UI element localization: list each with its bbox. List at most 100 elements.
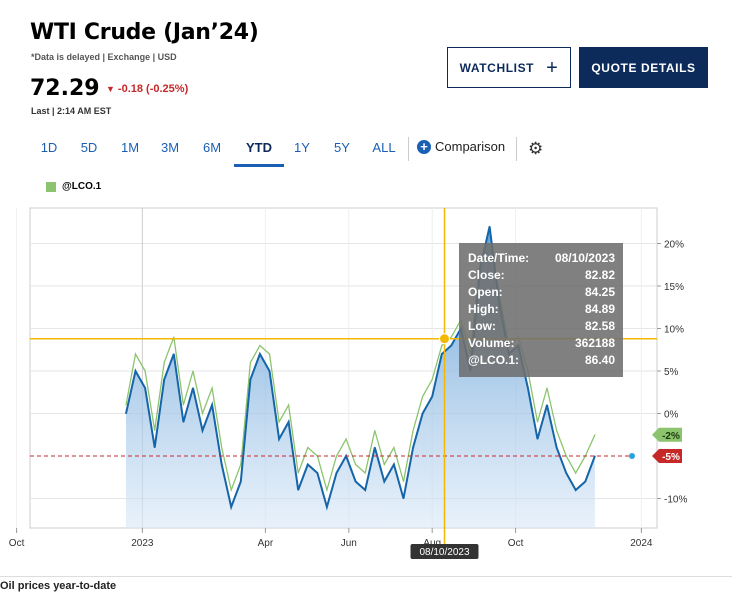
main-data-point (125, 412, 127, 415)
comparison-data-point (221, 447, 223, 448)
comparison-data-point (345, 438, 347, 440)
comparison-data-point (364, 472, 366, 474)
tooltip-row: @LCO.1: 86.40 (468, 352, 615, 369)
y-tick-label: 0% (664, 410, 679, 421)
tooltip-row: Volume: 362188 (468, 335, 615, 352)
tooltip-value: 84.89 (584, 302, 615, 316)
comparison-data-point (594, 434, 596, 436)
tooltip-label: Date/Time: (468, 251, 530, 265)
main-data-point (527, 387, 529, 389)
main-data-point (288, 421, 290, 423)
main-data-point (154, 446, 156, 449)
comparison-data-point (192, 370, 194, 372)
comparison-data-point (288, 404, 290, 406)
comparison-data-point (441, 345, 443, 346)
tab-1m[interactable]: 1M (120, 140, 140, 155)
main-data-point (221, 463, 223, 466)
tooltip-label: @LCO.1: (468, 353, 520, 367)
comparison-data-point (536, 421, 538, 423)
main-data-point (402, 497, 405, 500)
main-data-point (412, 446, 414, 449)
tab-all[interactable]: ALL (372, 140, 396, 155)
comparison-data-point (240, 464, 242, 465)
tooltip-value: 86.40 (584, 353, 615, 367)
tooltip-row: Date/Time: 08/10/2023 (468, 250, 615, 267)
tooltip-value: 362188 (574, 336, 615, 350)
main-data-point (594, 455, 596, 457)
comparison-label: Comparison (435, 139, 506, 154)
tab-3m[interactable]: 3M (160, 140, 180, 155)
comparison-data-point (135, 353, 137, 355)
tab-ytd[interactable]: YTD (234, 134, 284, 167)
main-data-point (268, 370, 271, 372)
comparison-data-point (393, 447, 395, 448)
comparison-data-point (383, 464, 385, 465)
tab-1y[interactable]: 1Y (294, 140, 310, 155)
crosshair-date-label: 08/10/2023 (419, 547, 469, 558)
tooltip-row: High: 84.89 (468, 301, 615, 318)
main-data-point (556, 446, 558, 449)
tabs-divider (408, 137, 409, 161)
value-badge (652, 449, 682, 463)
watchlist-button[interactable]: WATCHLIST + (447, 47, 571, 88)
tooltip-label: High: (468, 302, 499, 316)
comparison-data-point (173, 336, 175, 338)
comparison-data-point (402, 481, 404, 482)
tab-6m[interactable]: 6M (202, 140, 222, 155)
chart-legend: @LCO.1 (46, 181, 101, 192)
comparison-button[interactable]: + Comparison (417, 139, 505, 154)
tooltip-value: 82.58 (584, 319, 615, 333)
legend-swatch (46, 181, 56, 192)
last-value-dot (629, 453, 635, 459)
main-data-point (355, 480, 357, 483)
main-data-point (536, 438, 539, 440)
tab-1d[interactable]: 1D (40, 140, 58, 155)
tooltip-label: Close: (468, 268, 505, 282)
comparison-data-point (125, 404, 127, 406)
comparison-data-point (575, 472, 577, 474)
comparison-data-point (546, 387, 548, 389)
value-badge-label: -2% (662, 431, 680, 442)
tab-5d[interactable]: 5D (80, 140, 98, 155)
main-data-point (278, 438, 280, 440)
comparison-data-point (259, 345, 261, 346)
y-tick-label: -10% (664, 495, 687, 506)
down-triangle-icon: ▼ (106, 84, 115, 94)
main-data-point (450, 344, 452, 347)
tooltip-row: Open: 84.25 (468, 284, 615, 301)
tooltip-value: 84.25 (584, 285, 615, 299)
chart-tooltip: Date/Time: 08/10/2023 Close: 82.82 Open: 84.2… (459, 243, 623, 377)
tooltip-label: Volume: (468, 336, 515, 350)
main-data-point (259, 353, 261, 355)
x-tick-label: Jun (341, 538, 357, 549)
comparison-data-point (335, 455, 337, 457)
main-data-point (489, 225, 491, 228)
comparison-data-point (182, 404, 184, 406)
instrument-title: WTI Crude (Jan’24) (30, 20, 259, 45)
value-badge (652, 427, 682, 442)
comparison-data-point (556, 430, 558, 431)
y-tick-label: 20% (664, 240, 684, 251)
comparison-data-point (211, 387, 213, 389)
tab-5y[interactable]: 5Y (334, 140, 350, 155)
tooltip-value: 08/10/2023 (554, 251, 615, 265)
main-data-point (565, 472, 567, 474)
main-data-point (182, 421, 184, 423)
gear-icon[interactable]: ⚙ (528, 139, 544, 158)
crosshair-dot (439, 333, 451, 345)
comparison-data-point (297, 472, 299, 474)
x-tick-label: Aug (423, 538, 441, 549)
comparison-data-point (450, 336, 452, 338)
quote-details-button[interactable]: QUOTE DETAILS (579, 47, 708, 88)
settings-divider (516, 137, 517, 161)
main-data-point (575, 489, 577, 491)
main-data-point (173, 353, 175, 355)
main-data-point (316, 472, 318, 474)
comparison-data-point (163, 362, 165, 363)
tooltip-row: Close: 82.82 (468, 267, 615, 284)
comparison-data-point (269, 353, 271, 355)
main-data-point (422, 412, 424, 415)
comparison-data-point (278, 421, 280, 423)
comparison-data-point (154, 430, 156, 431)
main-data-point (307, 463, 309, 466)
